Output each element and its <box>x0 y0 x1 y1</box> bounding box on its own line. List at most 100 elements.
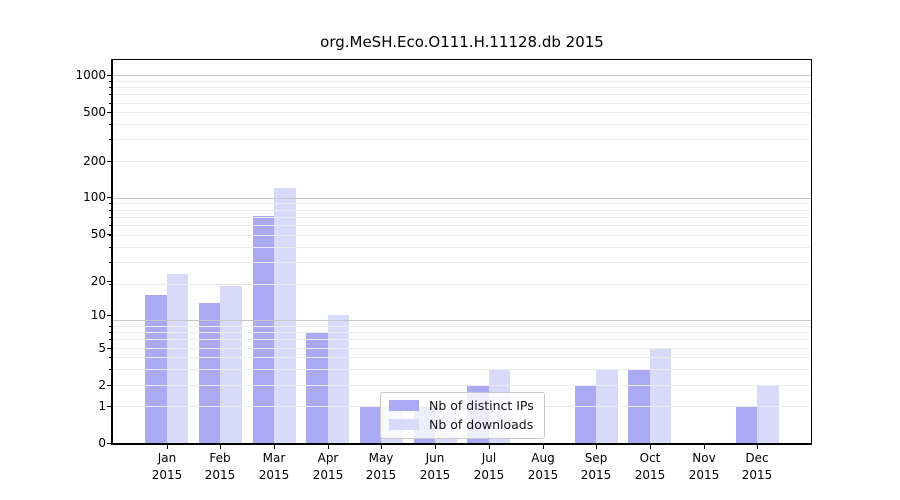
bar-dec-distinct-ips <box>735 406 758 443</box>
y-minor-tick-mark <box>109 203 112 204</box>
gridline-minor <box>113 217 811 218</box>
y-minor-tick-mark <box>109 124 112 125</box>
gridline-minor <box>113 161 811 162</box>
gridline-minor <box>113 124 811 125</box>
gridline-major <box>113 320 811 321</box>
gridline-minor <box>113 339 811 340</box>
x-tick-mark <box>274 445 275 449</box>
bar-mar-downloads <box>274 187 296 443</box>
y-tick-mark <box>107 348 112 349</box>
x-tick-label: Jan 2015 <box>151 451 183 482</box>
bar-oct-downloads <box>649 347 672 443</box>
gridline-minor <box>113 284 811 285</box>
legend: Nb of distinct IPs Nb of downloads <box>380 392 545 439</box>
gridline-minor <box>113 225 811 226</box>
y-minor-tick-mark <box>109 139 112 140</box>
y-minor-tick-mark <box>109 217 112 218</box>
bar-mar-distinct-ips <box>252 216 275 443</box>
x-tick-label: Nov 2015 <box>688 451 720 482</box>
x-tick-mark <box>489 445 490 449</box>
bar-apr-downloads <box>327 315 350 443</box>
x-tick-label: May 2015 <box>365 451 397 482</box>
x-tick-label: Feb 2015 <box>204 451 236 482</box>
bar-may-distinct-ips <box>359 406 382 443</box>
y-tick-label: 5 <box>98 341 106 355</box>
x-tick-label: Apr 2015 <box>312 451 344 482</box>
y-tick-mark <box>107 161 112 162</box>
x-tick-label: Jul 2015 <box>473 451 505 482</box>
y-tick-label: 200 <box>83 154 106 168</box>
x-tick-label: Sep 2015 <box>580 451 612 482</box>
gridline-minor <box>113 210 811 211</box>
x-tick-mark <box>704 445 705 449</box>
y-tick-mark <box>107 112 112 113</box>
y-minor-tick-mark <box>109 81 112 82</box>
x-tick-mark <box>650 445 651 449</box>
x-tick-mark <box>757 445 758 449</box>
gridline-major <box>113 75 811 76</box>
gridline-minor <box>113 357 811 358</box>
bar-sep-distinct-ips <box>574 384 597 443</box>
x-tick-mark <box>328 445 329 449</box>
x-tick-label: Oct 2015 <box>634 451 666 482</box>
y-tick-mark <box>107 406 112 407</box>
y-tick-label: 0 <box>98 436 106 450</box>
y-tick-mark <box>107 75 112 76</box>
gridline-minor <box>113 81 811 82</box>
x-tick-mark <box>220 445 221 449</box>
y-tick-mark <box>107 443 112 444</box>
x-tick-mark <box>543 445 544 449</box>
y-minor-tick-mark <box>109 103 112 104</box>
gridline-minor <box>113 385 811 386</box>
bar-feb-downloads <box>220 286 242 443</box>
chart-title: org.MeSH.Eco.O111.H.11128.db 2015 <box>320 33 604 51</box>
y-tick-label: 20 <box>90 274 106 288</box>
y-minor-tick-mark <box>109 235 112 236</box>
y-tick-mark <box>107 234 112 235</box>
legend-label-downloads: Nb of downloads <box>429 417 534 432</box>
legend-swatch-downloads <box>389 419 419 430</box>
x-tick-label: Aug 2015 <box>527 451 559 482</box>
legend-label-distinct-ips: Nb of distinct IPs <box>429 398 534 413</box>
y-tick-label: 1000 <box>75 68 106 82</box>
y-tick-label: 2 <box>98 378 106 392</box>
x-tick-mark <box>167 445 168 449</box>
y-minor-tick-mark <box>109 332 112 333</box>
gridline-minor <box>113 262 811 263</box>
gridline-minor <box>113 112 811 113</box>
y-minor-tick-mark <box>109 94 112 95</box>
gridline-minor <box>113 369 811 370</box>
gridline-minor <box>113 332 811 333</box>
gridline-major <box>113 198 811 199</box>
bar-apr-distinct-ips <box>306 332 328 443</box>
gridline-minor <box>113 94 811 95</box>
gridline-minor <box>113 235 811 236</box>
x-tick-label: Mar 2015 <box>258 451 290 482</box>
x-tick-mark <box>381 445 382 449</box>
y-minor-tick-mark <box>109 326 112 327</box>
y-tick-label: 500 <box>83 105 106 119</box>
bar-feb-distinct-ips <box>198 302 221 443</box>
y-minor-tick-mark <box>109 262 112 263</box>
bar-jan-downloads <box>166 273 189 443</box>
legend-swatch-distinct-ips <box>389 400 419 411</box>
y-tick-label: 1 <box>98 399 106 413</box>
y-minor-tick-mark <box>109 225 112 226</box>
y-tick-label: 10 <box>90 308 106 322</box>
y-tick-mark <box>107 385 112 386</box>
gridline-minor <box>113 139 811 140</box>
y-tick-mark <box>107 281 112 282</box>
x-tick-mark <box>435 445 436 449</box>
x-tick-label: Dec 2015 <box>741 451 773 482</box>
y-tick-mark <box>107 197 112 198</box>
gridline-minor <box>113 326 811 327</box>
bar-dec-downloads <box>757 384 779 443</box>
gridline-minor <box>113 247 811 248</box>
legend-item-distinct-ips: Nb of distinct IPs <box>389 397 534 414</box>
y-tick-label: 50 <box>90 227 106 241</box>
x-tick-mark <box>596 445 597 449</box>
gridline-minor <box>113 348 811 349</box>
y-minor-tick-mark <box>109 247 112 248</box>
y-minor-tick-mark <box>109 284 112 285</box>
